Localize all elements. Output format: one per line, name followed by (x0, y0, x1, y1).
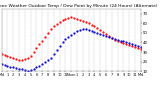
Title: Milwaukee Weather Outdoor Temp / Dew Point by Minute (24 Hours) (Alternate): Milwaukee Weather Outdoor Temp / Dew Poi… (0, 4, 158, 8)
